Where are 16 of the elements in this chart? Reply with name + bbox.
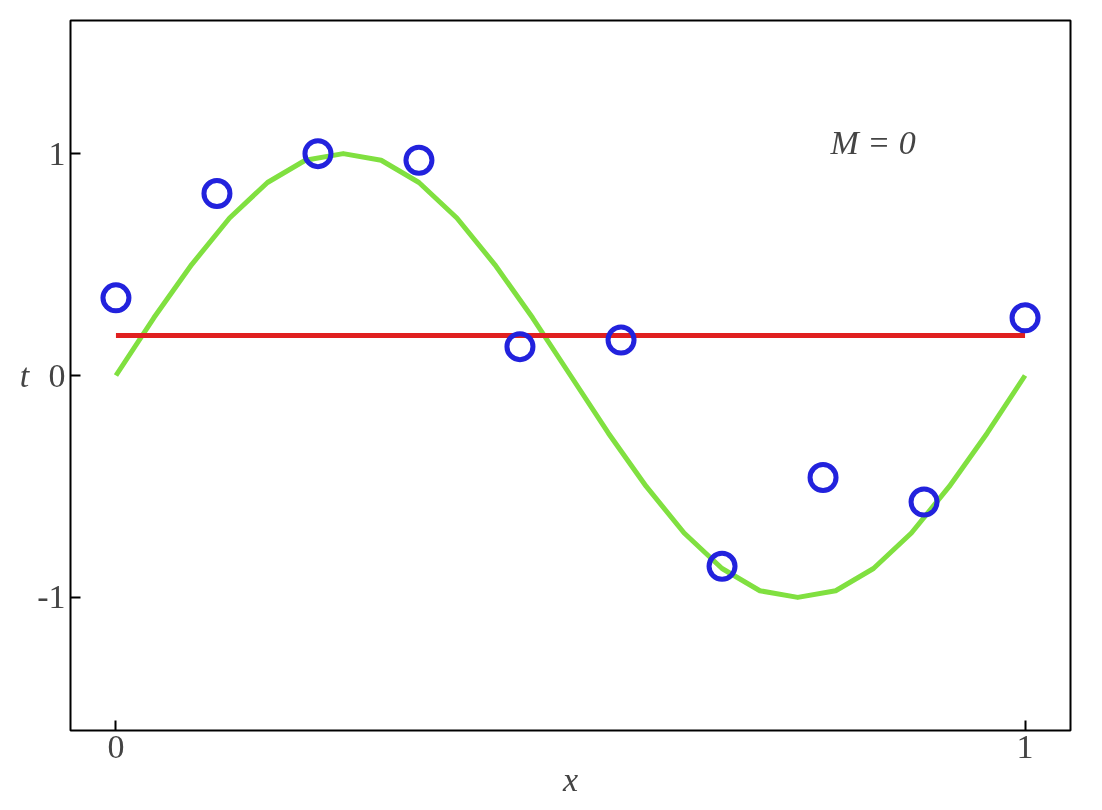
point <box>908 486 940 518</box>
point <box>504 331 536 363</box>
point <box>706 550 738 582</box>
y-tick-label: 1 <box>48 134 66 172</box>
point <box>201 178 233 210</box>
annotation: M = 0 <box>829 123 916 161</box>
point <box>403 144 435 176</box>
y-tick-label: 0 <box>48 356 66 394</box>
point <box>605 324 637 356</box>
point <box>302 138 334 170</box>
point <box>807 462 839 494</box>
y-axis-title: t <box>19 357 31 394</box>
point <box>100 282 132 314</box>
point <box>1009 302 1041 334</box>
x-axis-title: x <box>561 760 579 798</box>
y-tick-label: -1 <box>37 578 66 616</box>
